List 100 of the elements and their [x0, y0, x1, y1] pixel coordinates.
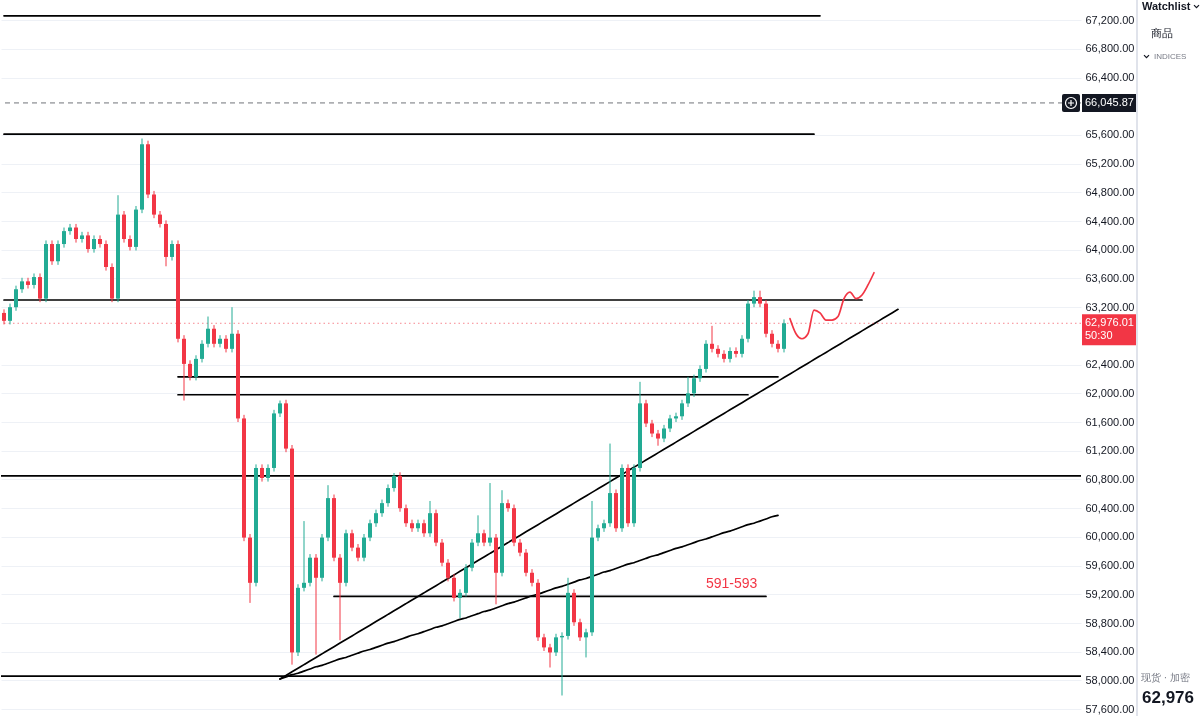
candlestick: [314, 553, 318, 656]
candlestick: [188, 359, 192, 381]
candlestick: [446, 558, 450, 582]
candlestick: [710, 325, 714, 353]
y-tick-label: 62,400.00: [1085, 358, 1135, 371]
candlestick: [404, 504, 408, 528]
y-tick-label: 66,400.00: [1085, 71, 1135, 84]
candlestick: [170, 239, 174, 262]
candlestick: [98, 234, 102, 249]
y-tick-label: 57,600.00: [1085, 702, 1135, 715]
text: INDICES: [1154, 52, 1187, 62]
y-tick-label: 64,800.00: [1085, 185, 1135, 198]
candlestick: [206, 316, 210, 348]
candlestick: [80, 231, 84, 244]
y-tick-label: 59,200.00: [1085, 587, 1135, 600]
candlestick: [578, 618, 582, 642]
candlestick: [386, 483, 390, 508]
candlestick: [20, 277, 24, 294]
candlestick: [104, 239, 108, 272]
candlestick: [92, 234, 96, 254]
candlestick: [38, 272, 42, 303]
y-tick-label: 63,600.00: [1085, 271, 1135, 284]
y-tick-label: 63,200.00: [1085, 300, 1135, 313]
candlestick: [758, 290, 762, 308]
candlestick: [554, 633, 558, 657]
candlestick: [302, 520, 306, 592]
candlestick: [452, 573, 456, 602]
annotation: 591-593: [706, 575, 758, 592]
text: 现货 · 加密: [1141, 672, 1190, 684]
y-tick-label: 65,200.00: [1085, 157, 1135, 170]
candlestick: [128, 234, 132, 251]
candlestick: [680, 399, 684, 421]
candlestick: [458, 588, 462, 619]
candlestick: [56, 239, 60, 266]
candlestick: [2, 308, 6, 325]
candlestick: [692, 374, 696, 398]
candlestick: [50, 239, 54, 266]
y-tick-label: 64,400.00: [1085, 214, 1135, 227]
candlestick: [722, 349, 726, 363]
candlestick: [644, 399, 648, 428]
candlestick: [584, 628, 588, 658]
candlestick: [428, 500, 432, 538]
candlestick: [200, 339, 204, 363]
line-series: [789, 271, 875, 340]
candlestick: [74, 223, 78, 244]
candlestick: [230, 306, 234, 353]
candlestick: [260, 463, 264, 483]
y-tick-label: 64,000.00: [1085, 243, 1135, 256]
candlestick: [14, 285, 18, 312]
candlestick: [410, 519, 414, 533]
candlestick: [416, 519, 420, 533]
candlestick: [440, 538, 444, 567]
candlestick: [8, 303, 12, 325]
text: 62,976: [1142, 688, 1194, 708]
ref-line-label: 66,045.87: [1085, 95, 1134, 108]
y-tick-label: 60,800.00: [1085, 472, 1135, 485]
candlestick: [752, 290, 756, 308]
y-tick-label: 58,000.00: [1085, 673, 1135, 686]
candlestick: [602, 519, 606, 533]
candlestick: [212, 324, 216, 348]
y-tick-label: 67,200.00: [1085, 13, 1135, 26]
candlestick: [32, 272, 36, 290]
candlestick: [152, 190, 156, 219]
y-tick-label: 61,200.00: [1085, 444, 1135, 457]
candlestick: [740, 334, 744, 358]
candlestick: [776, 339, 780, 353]
candlestick: [86, 231, 90, 254]
candlestick: [476, 514, 480, 547]
y-tick-label: 60,400.00: [1085, 501, 1135, 514]
candlestick: [62, 227, 66, 249]
y-tick-label: 66,800.00: [1085, 42, 1135, 55]
candlestick: [698, 364, 702, 383]
y-tick-label: 61,600.00: [1085, 415, 1135, 428]
candlestick: [26, 277, 30, 290]
candlestick: [218, 334, 222, 348]
y-tick-label: 59,600.00: [1085, 559, 1135, 572]
y-tick-label: 58,800.00: [1085, 616, 1135, 629]
candlestick: [368, 519, 372, 542]
candlestick: [728, 346, 732, 363]
y-tick-label: 58,400.00: [1085, 645, 1135, 658]
candlestick: [266, 463, 270, 483]
candlestick: [734, 346, 738, 358]
candlestick: [194, 354, 198, 381]
text: 商品: [1151, 26, 1173, 40]
candlestick: [524, 548, 528, 577]
ref-line-label: 62,976.01 50:30: [1085, 316, 1134, 342]
y-tick-label: 65,600.00: [1085, 128, 1135, 141]
candlestick: [506, 499, 510, 513]
candlestick: [716, 344, 720, 358]
y-tick-label: 60,000.00: [1085, 530, 1135, 543]
candlestick: [686, 376, 690, 408]
candlestick: [362, 533, 366, 562]
candlestick: [350, 529, 354, 552]
y-tick-label: 62,000.00: [1085, 386, 1135, 399]
candlestick: [392, 472, 396, 493]
candlestick: [488, 482, 492, 547]
text: Watchlist: [1142, 0, 1191, 13]
candlestick: [548, 643, 552, 668]
candlestick: [656, 429, 660, 447]
candlestick: [158, 210, 162, 229]
